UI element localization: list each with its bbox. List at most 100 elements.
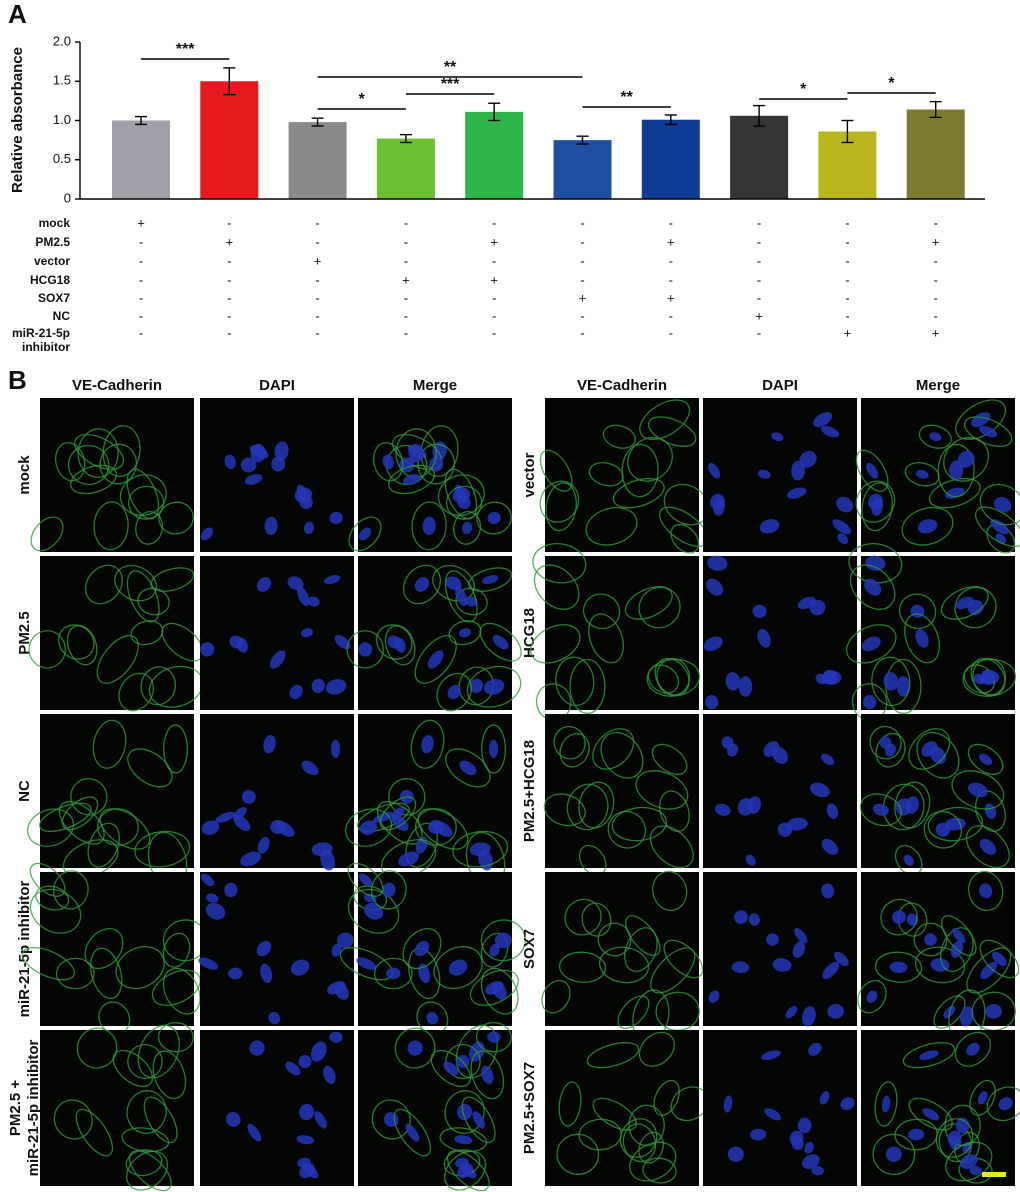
membrane-stain [600, 731, 644, 779]
row-label: PM2.5 + [7, 1080, 24, 1137]
treatment-sign: - [757, 253, 761, 268]
treatment-sign: - [580, 325, 584, 340]
nucleus-stain [494, 932, 512, 949]
bar [376, 138, 435, 199]
membrane-stain [75, 1108, 114, 1157]
micrograph-background [861, 872, 1015, 1026]
treatment-sign: + [844, 325, 852, 340]
nucleus-stain [461, 521, 473, 535]
nucleus-stain [244, 474, 263, 485]
membrane-stain [578, 1118, 622, 1151]
nucleus-stain [233, 807, 247, 820]
treatment-sign: - [315, 308, 319, 323]
micrograph-background [545, 556, 699, 710]
nucleus-stain [358, 642, 373, 657]
nucleus-stain [257, 836, 270, 854]
membrane-stain [444, 1150, 487, 1191]
membrane-stain [134, 830, 191, 868]
membrane-stain [77, 428, 119, 479]
membrane-stain [393, 1108, 432, 1157]
treatment-sign: + [402, 272, 410, 287]
membrane-stain [629, 1141, 677, 1182]
nucleus-stain [247, 1123, 262, 1142]
membrane-stain [904, 613, 941, 664]
nucleus-stain [861, 636, 881, 652]
nucleus-stain [329, 511, 343, 525]
membrane-stain [480, 919, 526, 962]
nucleus-stain [804, 1141, 814, 1154]
nucleus-stain [487, 1031, 501, 1043]
membrane-stain [894, 1118, 938, 1151]
micrograph [539, 398, 710, 554]
nucleus-stain [826, 803, 839, 819]
nucleus-stain [905, 796, 919, 814]
membrane-stain [448, 620, 482, 646]
membrane-stain [874, 951, 923, 983]
micrograph-background [703, 398, 857, 552]
membrane-stain [965, 825, 1010, 869]
nucleus-stain [757, 628, 771, 648]
membrane-stain [92, 719, 127, 769]
nucleus-stain [727, 1146, 744, 1162]
nucleus-stain [452, 487, 471, 503]
bar [112, 120, 170, 199]
membrane-stain [29, 862, 66, 897]
micrograph-background [40, 556, 194, 710]
nucleus-stain [256, 940, 272, 957]
membrane-stain [649, 825, 694, 869]
nucleus-stain [957, 450, 975, 468]
micrograph [703, 1030, 857, 1186]
nucleus-stain [334, 634, 351, 650]
membrane-stain [445, 485, 483, 520]
y-tick-label: 0.5 [53, 151, 71, 166]
nucleus-stain [866, 462, 879, 479]
nucleus-stain [398, 851, 420, 867]
nucleus-stain [785, 1005, 798, 1019]
nucleus-stain [249, 1040, 265, 1056]
nucleus-stain [979, 838, 997, 855]
membrane-stain [611, 806, 668, 842]
nucleus-stain [428, 819, 444, 835]
membrane-stain [968, 870, 1004, 911]
treatment-sign: - [404, 234, 408, 249]
membrane-stain [163, 724, 189, 774]
treatment-sign: - [139, 290, 143, 305]
nucleus-stain [240, 851, 262, 867]
micrograph [541, 870, 704, 1044]
nucleus-stain [329, 1031, 343, 1043]
membrane-stain [476, 501, 512, 535]
membrane-stain [137, 587, 170, 616]
membrane-stain [468, 567, 513, 592]
nucleus-stain [391, 807, 405, 820]
panel-label: A [8, 0, 27, 29]
membrane-stain [26, 808, 75, 847]
nucleus-stain [985, 1003, 1003, 1019]
row-label: miR-21-5p inhibitor [25, 1040, 42, 1177]
membrane-stain [642, 1157, 677, 1184]
membrane-stain [140, 666, 177, 706]
membrane-stain [466, 665, 522, 708]
membrane-stain [470, 1050, 505, 1100]
y-tick-label: 2.0 [53, 33, 71, 48]
treatment-sign: - [492, 290, 496, 305]
membrane-stain [99, 443, 138, 485]
micrograph [346, 556, 522, 712]
micrograph [198, 872, 354, 1026]
micrograph [861, 1030, 1020, 1186]
membrane-stain [545, 482, 577, 532]
micrograph [40, 1021, 194, 1192]
nucleus-stain [382, 454, 394, 470]
nucleus-stain [714, 803, 731, 816]
treatment-sign: - [315, 272, 319, 287]
membrane-stain [556, 1133, 600, 1175]
treatment-sign: - [404, 325, 408, 340]
nucleus-stain [198, 957, 219, 970]
nucleus-stain [443, 1061, 459, 1076]
membrane-stain [954, 1031, 991, 1067]
treatment-sign: - [757, 290, 761, 305]
treatment-sign: - [227, 272, 231, 287]
membrane-stain [541, 979, 571, 1014]
treatment-sign: - [315, 215, 319, 230]
treatment-sign: + [226, 234, 234, 249]
membrane-stain [617, 995, 650, 1029]
